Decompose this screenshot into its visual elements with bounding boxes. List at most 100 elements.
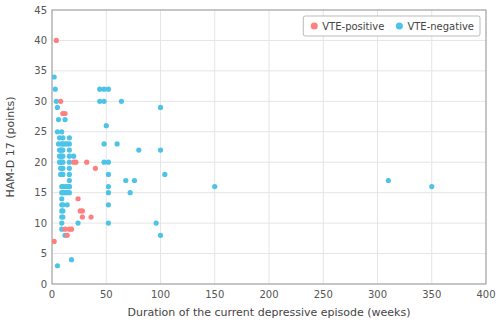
- point: [106, 221, 111, 226]
- points: [52, 38, 434, 268]
- point: [67, 184, 72, 189]
- grid-line-x: [106, 10, 107, 284]
- point: [67, 184, 72, 189]
- point: [67, 178, 72, 183]
- point: [212, 184, 217, 189]
- legend-label: VTE-positive: [322, 21, 384, 32]
- point: [154, 221, 159, 226]
- point: [429, 184, 434, 189]
- point: [69, 227, 74, 232]
- point: [136, 147, 141, 152]
- point: [101, 99, 106, 104]
- point: [158, 105, 163, 110]
- series: [52, 74, 434, 268]
- point: [55, 263, 60, 268]
- legend-swatch: [396, 23, 403, 30]
- x-tick-label: 400: [476, 289, 495, 300]
- point: [132, 178, 137, 183]
- point: [60, 154, 65, 159]
- grid-line-x: [214, 10, 215, 284]
- y-tick-label: 25: [34, 126, 47, 137]
- point: [93, 166, 98, 171]
- point: [60, 208, 65, 213]
- grid-line-x: [269, 10, 270, 284]
- point: [56, 117, 61, 122]
- point: [106, 190, 111, 195]
- point: [59, 129, 64, 134]
- legend-box: [303, 16, 480, 36]
- point: [67, 135, 72, 140]
- point: [55, 105, 60, 110]
- point: [158, 147, 163, 152]
- x-tick-label: 150: [205, 289, 224, 300]
- point: [73, 160, 78, 165]
- point: [54, 38, 59, 43]
- x-axis-label: Duration of the current depressive episo…: [128, 306, 411, 319]
- point: [60, 160, 65, 165]
- point: [67, 147, 72, 152]
- tick-labels: 0501001502002503003504000510152025303540…: [34, 5, 495, 301]
- x-tick-label: 0: [49, 289, 55, 300]
- grid-line-y: [52, 223, 486, 224]
- point: [67, 172, 72, 177]
- x-tick-label: 350: [422, 289, 441, 300]
- point: [75, 221, 80, 226]
- point: [88, 214, 93, 219]
- point: [101, 141, 106, 146]
- point: [60, 214, 65, 219]
- point: [52, 74, 57, 79]
- chart: 0501001502002503003504000510152025303540…: [0, 0, 500, 324]
- point: [128, 190, 133, 195]
- y-tick-label: 40: [34, 35, 47, 46]
- y-tick-label: 35: [34, 65, 47, 76]
- point: [119, 99, 124, 104]
- point: [80, 214, 85, 219]
- point: [67, 141, 72, 146]
- x-tick-label: 250: [314, 289, 333, 300]
- grid-line-x: [160, 10, 161, 284]
- grid-line-y: [52, 162, 486, 163]
- point: [62, 117, 67, 122]
- y-tick-label: 0: [41, 279, 47, 290]
- point: [106, 172, 111, 177]
- point: [67, 166, 72, 171]
- point: [59, 196, 64, 201]
- point: [386, 178, 391, 183]
- point: [67, 190, 72, 195]
- grid-line-x: [377, 10, 378, 284]
- series: [52, 38, 98, 244]
- point: [75, 196, 80, 201]
- y-tick-label: 5: [41, 248, 47, 259]
- point: [69, 257, 74, 262]
- y-tick-label: 10: [34, 218, 47, 229]
- point: [65, 233, 70, 238]
- point: [62, 111, 67, 116]
- grid-line-x: [431, 10, 432, 284]
- point: [65, 202, 70, 207]
- point: [60, 147, 65, 152]
- plot-frame: [52, 10, 486, 284]
- grid-line-y: [52, 101, 486, 102]
- point: [60, 166, 65, 171]
- y-tick-label: 20: [34, 157, 47, 168]
- point: [158, 233, 163, 238]
- point: [106, 160, 111, 165]
- point: [60, 172, 65, 177]
- point: [104, 123, 109, 128]
- point: [53, 87, 58, 92]
- legend-label: VTE-negative: [407, 21, 474, 32]
- point: [71, 154, 76, 159]
- grid-line-y: [52, 253, 486, 254]
- point: [106, 202, 111, 207]
- y-axis-label: HAM-D 17 (points): [4, 96, 17, 197]
- grid: [52, 10, 486, 284]
- grid-line-y: [52, 40, 486, 41]
- point: [84, 160, 89, 165]
- x-tick-label: 300: [368, 289, 387, 300]
- point: [115, 141, 120, 146]
- point: [80, 208, 85, 213]
- point: [123, 178, 128, 183]
- x-tick-label: 50: [100, 289, 113, 300]
- point: [58, 99, 63, 104]
- point: [52, 239, 57, 244]
